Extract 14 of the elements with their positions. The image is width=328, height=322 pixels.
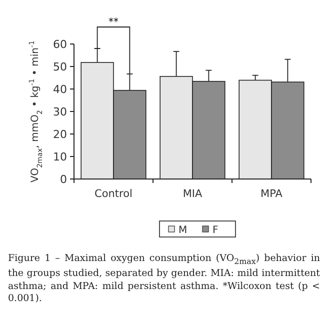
x-tick-label: MIA [182, 188, 203, 200]
legend-label: F [212, 225, 218, 236]
x-tick-label: MPA [260, 188, 284, 200]
y-tick-label: 50 [53, 60, 67, 74]
caption: Figure 1 – Maximal oxygen consumption (VO$_{2max}$) behavior in the groups studied, separated by gender. MIA: mild intermittent asthma; and MPA: mild persistent asthma. *Wilcoxon test (p < 0.001). [8, 253, 320, 306]
y-tick-label: 20 [53, 128, 67, 141]
y-tick-label: 0 [60, 172, 67, 186]
text: ** [108, 17, 118, 28]
legend-label: M [178, 225, 188, 236]
y-tick-label: 30 [53, 105, 67, 118]
x-tick-label: Control [94, 188, 132, 200]
y-tick-label: 10 [53, 150, 67, 164]
y-tick-label: 60 [53, 38, 67, 51]
y-tick-label: 40 [53, 82, 67, 96]
